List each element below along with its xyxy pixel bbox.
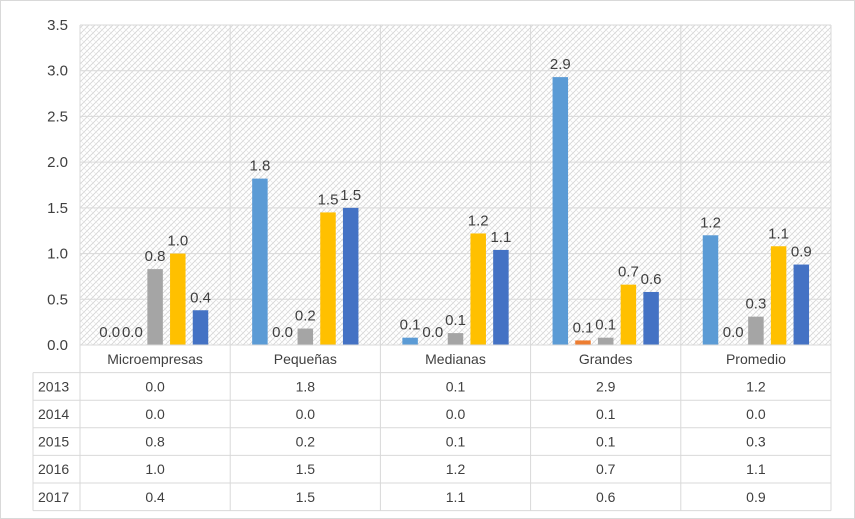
bar-2015-0 bbox=[147, 269, 163, 345]
table-cell: 0.0 bbox=[296, 406, 316, 422]
data-label: 0.0 bbox=[723, 324, 744, 341]
data-label: 1.1 bbox=[490, 229, 511, 246]
table-cell: 0.0 bbox=[746, 406, 766, 422]
table-cell: 0.3 bbox=[746, 434, 766, 450]
table-row-label: 2015 bbox=[38, 434, 69, 450]
data-label: 0.7 bbox=[618, 264, 639, 281]
data-label: 0.1 bbox=[573, 319, 594, 336]
table-cell: 0.0 bbox=[145, 378, 165, 394]
data-table: Microempresas Pequeñas Medianas Grandes Prom… bbox=[32, 25, 832, 512]
category-label: Medianas bbox=[425, 351, 486, 367]
table-cell: 0.8 bbox=[145, 434, 165, 450]
bar-2015-3 bbox=[597, 337, 614, 345]
bar-2017-1 bbox=[342, 207, 359, 345]
data-label: 0.4 bbox=[190, 289, 211, 306]
data-label: 0.0 bbox=[422, 324, 443, 341]
table-cell: 1.2 bbox=[446, 461, 466, 477]
bar-2015-1 bbox=[297, 328, 314, 345]
table-cell: 0.1 bbox=[446, 378, 466, 394]
table-row-label: 2017 bbox=[38, 489, 69, 505]
data-label: 1.0 bbox=[167, 233, 188, 250]
bar-2016-4 bbox=[770, 246, 787, 345]
data-label: 0.2 bbox=[295, 308, 316, 325]
data-labels: 0.0 0.00.81.00.41.80.00.21.5 1.50.1 0.00.11… bbox=[99, 56, 811, 341]
y-tick-label: 3.0 bbox=[47, 63, 68, 80]
data-label: 1.5 bbox=[318, 191, 339, 208]
table-cell: 0.1 bbox=[446, 434, 466, 450]
data-label: 1.1 bbox=[768, 225, 789, 242]
table-cell: 0.2 bbox=[296, 434, 316, 450]
category-label: Pequeñas bbox=[274, 351, 337, 367]
table-cell: 1.5 bbox=[296, 489, 316, 505]
y-axis: 0.0 0.5 1.0 1.5 2.0 2.5 3.0 3.5 bbox=[47, 17, 68, 354]
table-row-label: 2014 bbox=[38, 406, 69, 422]
data-label: 1.8 bbox=[249, 158, 270, 175]
table-cell: 0.4 bbox=[145, 489, 165, 505]
category-label: Promedio bbox=[726, 351, 786, 367]
table-cell: 0.0 bbox=[145, 406, 165, 422]
table-row-label: 2013 bbox=[38, 378, 69, 394]
y-tick-label: 2.5 bbox=[47, 108, 68, 125]
data-label: 1.2 bbox=[468, 212, 489, 229]
table-cell: 0.7 bbox=[596, 461, 616, 477]
bar-2013-3 bbox=[552, 77, 569, 345]
data-label: 2.9 bbox=[550, 56, 571, 73]
table-cell: 0.9 bbox=[746, 489, 766, 505]
data-label: 0.0 bbox=[272, 324, 293, 341]
table-cell: 0.6 bbox=[596, 489, 616, 505]
table-row-label: 2016 bbox=[38, 461, 69, 477]
data-label: 0.1 bbox=[445, 312, 466, 329]
bar-2013-4 bbox=[702, 235, 719, 345]
data-label: 0.1 bbox=[400, 317, 421, 334]
bar-2015-2 bbox=[447, 333, 464, 345]
table-cell: 0.0 bbox=[446, 406, 466, 422]
y-tick-label: 0.5 bbox=[47, 291, 68, 308]
bar-2017-4 bbox=[793, 264, 810, 345]
bar-2013-2 bbox=[402, 337, 418, 345]
table-cell: 1.5 bbox=[296, 461, 316, 477]
data-label: 0.1 bbox=[595, 317, 616, 334]
table-cell: 2.9 bbox=[596, 378, 616, 394]
table-cell: 1.8 bbox=[296, 378, 316, 394]
data-label: 0.0 bbox=[122, 324, 143, 341]
data-label: 0.9 bbox=[791, 244, 812, 261]
y-tick-label: 1.5 bbox=[47, 200, 68, 217]
bar-2016-3 bbox=[620, 284, 637, 345]
table-cell: 1.2 bbox=[746, 378, 766, 394]
table-cell: 1.1 bbox=[446, 489, 466, 505]
table-cell: 1.1 bbox=[746, 461, 766, 477]
data-label: 1.5 bbox=[340, 187, 361, 204]
y-tick-label: 0.0 bbox=[47, 337, 68, 354]
data-label: 0.8 bbox=[145, 248, 166, 265]
bar-2016-1 bbox=[320, 212, 336, 345]
bar-2014-3 bbox=[575, 340, 591, 345]
y-tick-label: 3.5 bbox=[47, 17, 68, 34]
bar-2016-2 bbox=[470, 233, 486, 345]
bar-2017-0 bbox=[192, 310, 209, 345]
y-tick-label: 2.0 bbox=[47, 154, 68, 171]
y-tick-label: 1.0 bbox=[47, 246, 68, 263]
data-label: 0.3 bbox=[745, 296, 766, 313]
bar-2016-0 bbox=[170, 253, 186, 345]
bar-2017-2 bbox=[493, 249, 509, 345]
table-cell: 0.1 bbox=[596, 406, 616, 422]
category-label: Grandes bbox=[579, 351, 633, 367]
data-label: 1.2 bbox=[700, 214, 721, 231]
category-label: Microempresas bbox=[107, 351, 203, 367]
bar-2015-4 bbox=[748, 316, 764, 345]
table-cell: 0.1 bbox=[596, 434, 616, 450]
data-label: 0.6 bbox=[641, 271, 662, 288]
bar-2017-3 bbox=[643, 291, 659, 345]
bars bbox=[147, 77, 810, 345]
bar-2013-1 bbox=[252, 178, 268, 345]
data-label: 0.0 bbox=[99, 324, 120, 341]
table-cell: 1.0 bbox=[145, 461, 165, 477]
